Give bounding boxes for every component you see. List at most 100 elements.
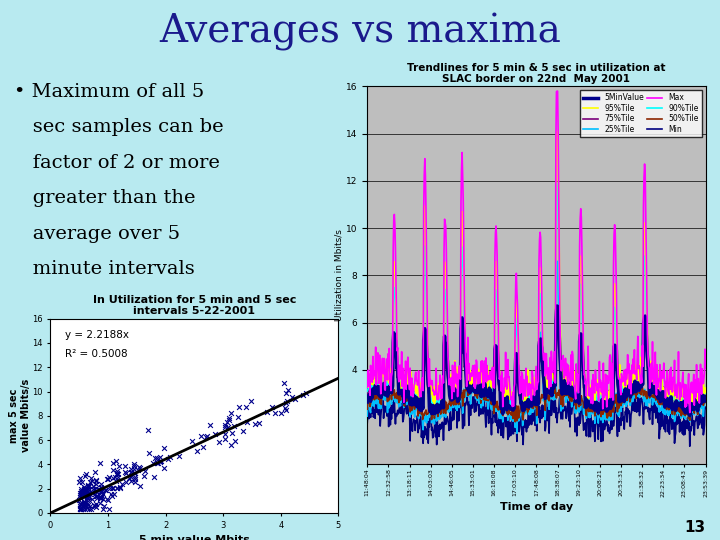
Point [233,402,244,411]
Point [81,492,93,501]
Point [154,458,166,467]
Point [74,489,86,498]
Point [82,490,94,499]
Point [78,488,89,496]
Point [90,477,102,486]
Point [246,397,257,406]
Point [78,499,90,508]
Point [117,480,128,489]
Point [92,485,104,494]
Point [195,431,207,440]
Point [75,504,86,513]
Point [86,489,98,498]
Point [83,487,94,495]
Point [138,472,150,481]
Point [77,489,89,497]
Y-axis label: Utilization in Mbits/s: Utilization in Mbits/s [334,230,343,321]
Point [266,403,277,411]
Point [262,408,274,417]
Point [130,475,141,483]
Point [220,435,231,443]
Point [148,458,159,467]
Point [119,468,130,477]
Point [81,491,93,500]
Point [76,488,88,496]
Point [85,505,96,514]
Point [186,436,198,445]
Point [224,416,235,424]
Point [114,462,125,471]
Point [73,478,85,487]
Point [164,453,176,461]
Point [151,453,163,462]
Point [108,490,120,498]
Title: Trendlines for 5 min & 5 sec in utilization at
SLAC border on 22nd  May 2001: Trendlines for 5 min & 5 sec in utilizat… [407,63,666,84]
Point [79,471,91,480]
Point [95,480,107,489]
Point [79,501,91,509]
Point [96,494,108,503]
Point [112,467,123,475]
Point [280,389,292,398]
Point [95,483,107,491]
Point [84,478,95,487]
Point [94,488,106,496]
Point [78,482,90,491]
Point [197,443,208,451]
Point [281,406,292,415]
Point [281,397,292,406]
Point [95,486,107,495]
Point [158,463,170,472]
Point [135,464,146,472]
Point [107,474,118,482]
Point [81,488,93,496]
Point [124,474,135,483]
Point [100,486,112,495]
Point [121,478,132,487]
Point [107,484,118,492]
Point [95,493,107,502]
Y-axis label: max 5 sec
value Mbits/s: max 5 sec value Mbits/s [9,379,31,453]
Point [225,441,236,450]
Point [204,421,216,429]
Point [104,484,115,492]
Point [249,420,261,428]
Point [76,489,88,498]
Point [76,488,87,496]
Point [79,505,91,514]
Point [96,505,108,514]
Point [75,502,86,511]
X-axis label: Time of day: Time of day [500,502,573,512]
Point [84,502,96,510]
Point [111,483,122,492]
Point [129,473,140,482]
Point [99,486,111,495]
Point [82,480,94,489]
Point [102,494,113,503]
Text: sec samples can be: sec samples can be [14,118,223,136]
Point [278,379,289,387]
Point [73,495,85,504]
Point [75,487,86,496]
Point [283,386,294,395]
Point [75,504,86,512]
Point [107,484,119,492]
Point [96,487,108,495]
Point [86,488,98,496]
Point [225,409,237,418]
Point [132,465,144,474]
Point [107,458,119,467]
Point [280,399,292,407]
Point [84,490,96,498]
Point [79,498,91,507]
Point [90,487,102,495]
Text: y = 2.2188x: y = 2.2188x [65,330,129,340]
Point [223,414,235,422]
Point [222,423,233,431]
Point [81,500,93,508]
Point [104,505,115,514]
Title: In Utilization for 5 min and 5 sec
intervals 5-22-2001: In Utilization for 5 min and 5 sec inter… [93,295,296,316]
Point [87,482,99,490]
Point [129,462,140,470]
Point [297,390,309,399]
